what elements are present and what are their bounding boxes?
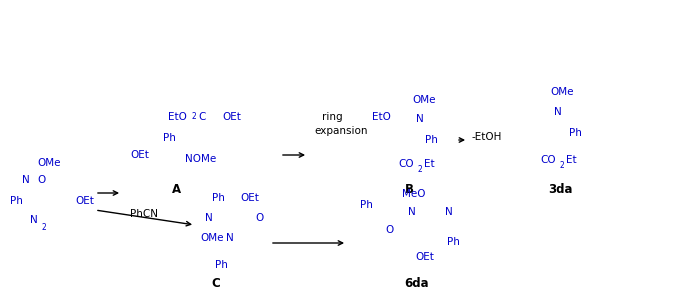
Text: O: O (37, 175, 45, 185)
Text: -EtOH: -EtOH (472, 132, 502, 142)
Text: N: N (205, 213, 213, 223)
Text: O: O (385, 225, 394, 235)
Text: B: B (405, 183, 414, 196)
Text: 2: 2 (42, 223, 47, 232)
Text: CO: CO (540, 155, 556, 165)
Text: N: N (226, 233, 234, 243)
Text: EtO: EtO (372, 112, 391, 122)
Text: Ph: Ph (10, 196, 23, 206)
Text: O: O (255, 213, 263, 223)
Text: Ph: Ph (163, 133, 176, 143)
Text: OEt: OEt (75, 196, 94, 206)
Text: Et: Et (424, 159, 435, 169)
Text: A: A (172, 183, 181, 196)
Text: MeO: MeO (402, 189, 425, 199)
Text: Ph: Ph (425, 135, 438, 145)
Text: N: N (554, 107, 562, 117)
Text: C: C (211, 277, 220, 290)
Text: Ph: Ph (360, 200, 373, 210)
Text: 6da: 6da (404, 277, 429, 290)
Text: OEt: OEt (130, 150, 149, 160)
Text: NOMe: NOMe (185, 154, 216, 164)
Text: PhCN: PhCN (130, 209, 158, 219)
Text: EtO: EtO (168, 112, 187, 122)
Text: Ph: Ph (569, 128, 582, 138)
Text: expansion: expansion (314, 126, 367, 136)
Text: 3da: 3da (548, 183, 572, 196)
Text: ring: ring (322, 112, 343, 122)
Text: 2: 2 (560, 161, 565, 170)
Text: 2: 2 (418, 165, 423, 174)
Text: OEt: OEt (240, 193, 259, 203)
Text: OEt: OEt (415, 252, 434, 262)
Text: Ph: Ph (447, 237, 460, 247)
Text: N: N (30, 215, 38, 225)
Text: CO: CO (398, 159, 414, 169)
Text: OEt: OEt (222, 112, 241, 122)
Text: C: C (198, 112, 205, 122)
Text: OMe: OMe (37, 158, 61, 168)
Text: Ph: Ph (212, 193, 225, 203)
Text: 2: 2 (192, 112, 196, 121)
Text: OMe: OMe (200, 233, 223, 243)
Text: N: N (408, 207, 416, 217)
Text: OMe: OMe (412, 95, 435, 105)
Text: N: N (445, 207, 453, 217)
Text: N: N (22, 175, 30, 185)
Text: OMe: OMe (550, 87, 574, 97)
Text: Et: Et (566, 155, 576, 165)
Text: N: N (416, 114, 424, 124)
Text: Ph: Ph (215, 260, 228, 270)
